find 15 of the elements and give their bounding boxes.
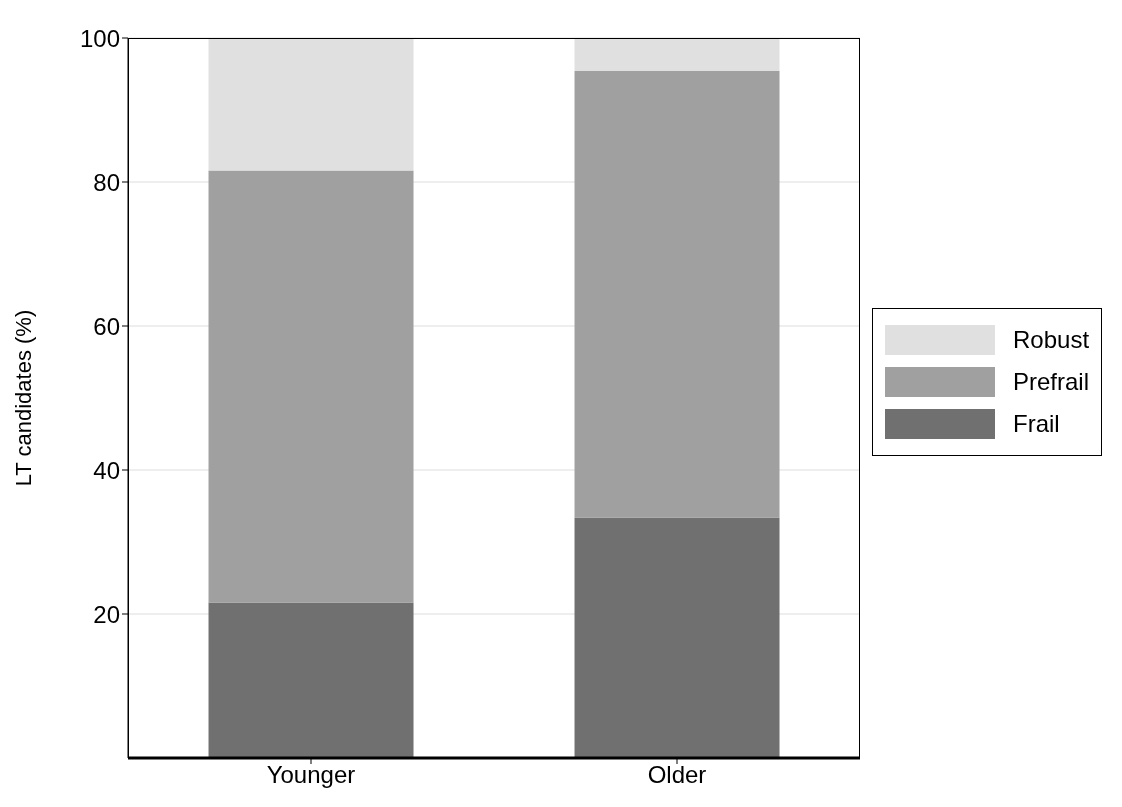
x-tick-label: Younger bbox=[266, 761, 356, 789]
y-tick-label: 100 bbox=[79, 24, 120, 52]
x-tick-label: Older bbox=[647, 761, 707, 789]
bar bbox=[208, 170, 414, 603]
bar bbox=[574, 517, 780, 758]
y-tick-label: 20 bbox=[93, 600, 120, 628]
legend-label: Prefrail bbox=[1013, 368, 1090, 396]
y-tick-label: 80 bbox=[93, 168, 120, 196]
y-tick-label: 60 bbox=[93, 312, 120, 340]
y-axis-title: LT candidates (%) bbox=[10, 309, 36, 487]
bar bbox=[574, 71, 780, 518]
legend-label: Robust bbox=[1013, 326, 1090, 354]
legend-label: Frail bbox=[1013, 410, 1060, 438]
y-tick-label: 40 bbox=[93, 456, 120, 484]
bar bbox=[208, 602, 414, 758]
